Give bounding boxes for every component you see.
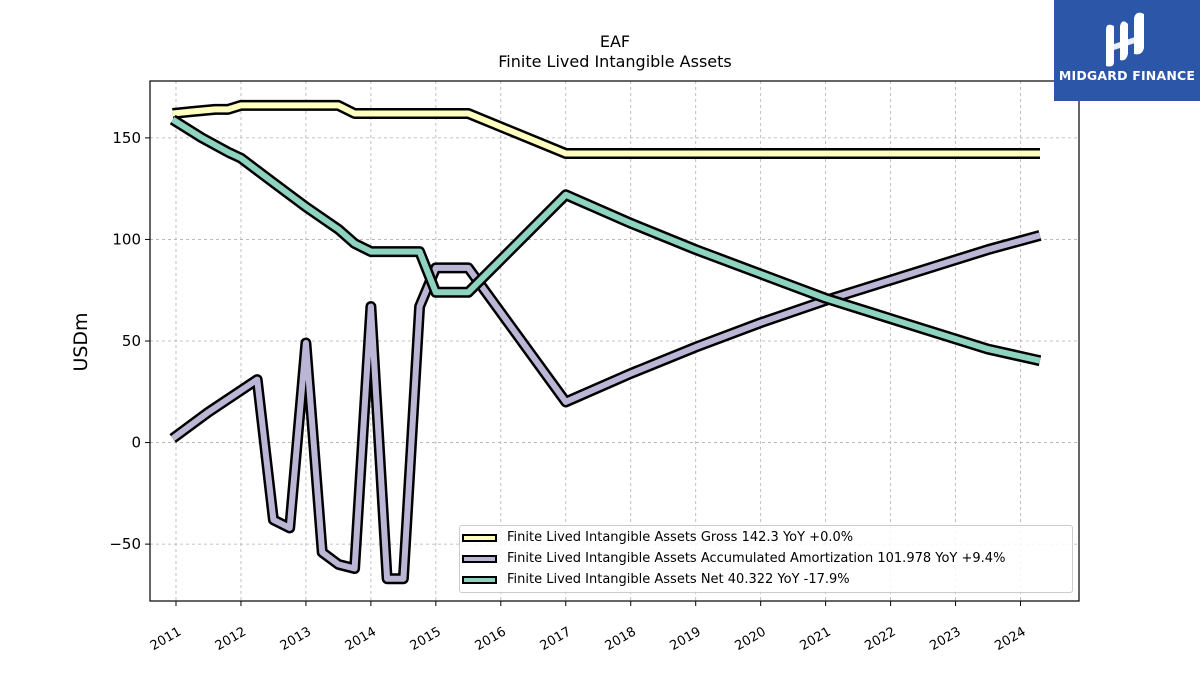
legend-label-amortization: Finite Lived Intangible Assets Accumulat…: [507, 551, 1006, 566]
brand-logo: MIDGARD FINANCE: [1054, 0, 1200, 101]
y-tick-label: 150: [112, 129, 141, 147]
y-tick-label: 50: [122, 332, 141, 350]
legend-item-net: Finite Lived Intangible Assets Net 40.32…: [460, 571, 1072, 591]
x-tick-label: 2013: [278, 624, 314, 654]
series-gross: [172, 99, 1040, 159]
y-axis-label: USDm: [70, 312, 92, 371]
x-tick-label: 2022: [862, 624, 898, 654]
chart-subtitle: Finite Lived Intangible Assets: [498, 52, 732, 71]
chart-title: EAF: [599, 32, 631, 51]
x-tick-label: 2015: [408, 624, 444, 654]
x-tick-label: 2019: [668, 624, 704, 654]
legend-item-amortization: Finite Lived Intangible Assets Accumulat…: [460, 550, 1072, 570]
legend-swatch-net: [462, 576, 497, 584]
midgard-logo-icon: [1106, 12, 1144, 67]
x-tick-label: 2014: [343, 624, 379, 654]
x-tick-label: 2020: [733, 624, 769, 654]
series-net-line: [171, 117, 1041, 364]
x-tick-label: 2016: [473, 624, 509, 654]
series-net: [169, 114, 1042, 367]
y-tick-label: −50: [109, 535, 141, 553]
legend-swatch-gross: [462, 534, 497, 542]
y-tick-label: 100: [112, 230, 141, 248]
legend-item-gross: Finite Lived Intangible Assets Gross 142…: [460, 529, 1072, 549]
x-tick-label: 2017: [538, 624, 574, 654]
x-tick-label: 2021: [797, 624, 833, 654]
legend-label-net: Finite Lived Intangible Assets Net 40.32…: [507, 572, 850, 587]
series-gross-outline: [172, 99, 1040, 159]
x-tick-label: 2011: [148, 624, 184, 654]
legend: Finite Lived Intangible Assets Gross 142…: [459, 525, 1073, 593]
x-tick-label: 2018: [603, 624, 639, 654]
series-layer: [169, 99, 1042, 585]
x-tick-label: 2023: [927, 624, 963, 654]
x-tick-label: 2024: [992, 624, 1028, 654]
y-tick-label: 0: [131, 434, 141, 452]
legend-swatch-amortization: [462, 555, 497, 563]
series-gross-line: [172, 102, 1040, 157]
logo-text: MIDGARD FINANCE: [1058, 68, 1196, 83]
legend-label-gross: Finite Lived Intangible Assets Gross 142…: [507, 530, 854, 545]
x-tick-label: 2012: [213, 624, 249, 654]
